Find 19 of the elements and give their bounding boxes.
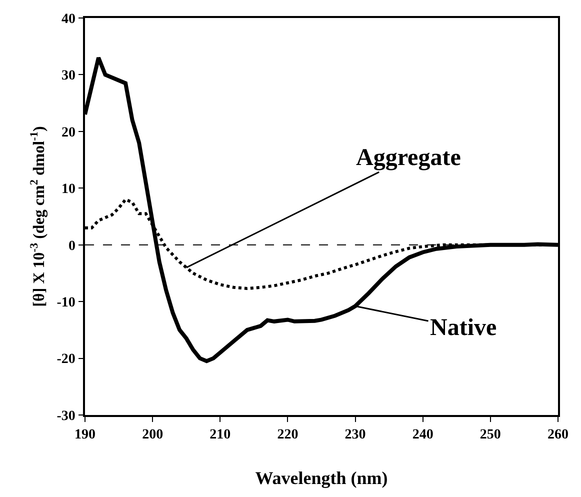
- x-tick-label: 190: [74, 428, 96, 443]
- y-tick-label: -30: [56, 408, 76, 424]
- y-tick-label: 40: [61, 12, 76, 27]
- x-tick-label: 240: [412, 428, 434, 443]
- y-tick-label: -10: [56, 295, 76, 310]
- y-tick-label: -20: [56, 352, 76, 368]
- x-tick-label: 250: [480, 428, 501, 443]
- annotation: Aggregate: [356, 145, 462, 171]
- x-tick-label: 210: [210, 428, 231, 443]
- annotation: Native: [430, 315, 497, 341]
- x-tick-label: 260: [548, 428, 568, 443]
- x-tick-label: 220: [277, 428, 298, 443]
- x-tick-label: 200: [142, 428, 164, 443]
- y-tick-label: 20: [61, 125, 76, 140]
- x-axis-title: Wavelength (nm): [255, 468, 388, 488]
- y-tick-label: 0: [68, 238, 76, 254]
- y-tick-label: 10: [61, 182, 76, 198]
- x-tick-label: 230: [344, 428, 366, 443]
- y-tick-label: 30: [61, 68, 76, 84]
